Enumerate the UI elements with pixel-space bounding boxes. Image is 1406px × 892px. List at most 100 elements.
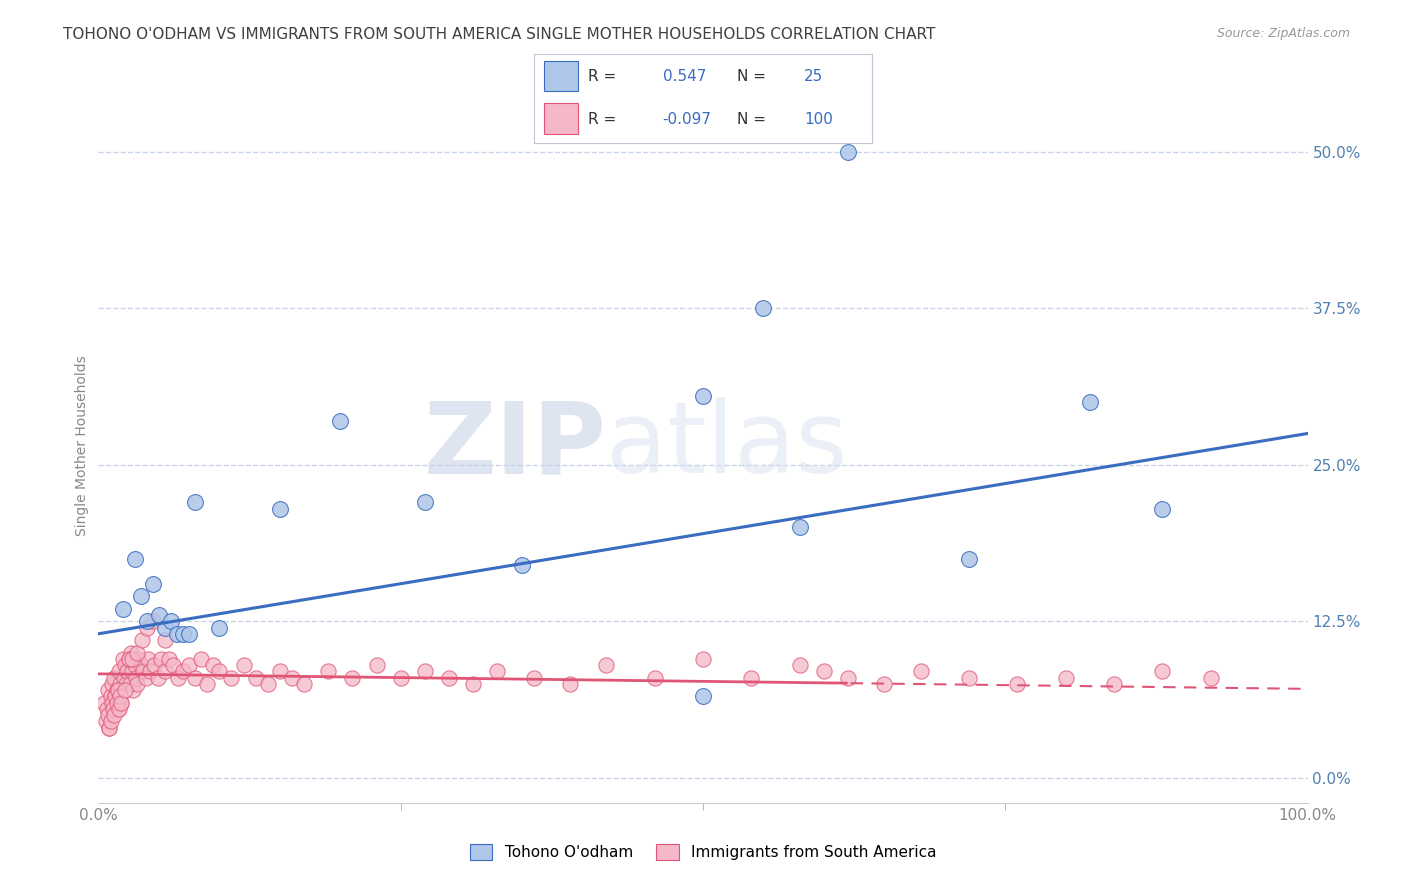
Point (115, 677, 138, 691)
Point (148, 607, 170, 622)
Point (172, 665, 194, 679)
Point (160, 614, 183, 628)
Point (389, 671, 412, 685)
Point (124, 551, 146, 566)
Point (100, 696, 122, 710)
Point (107, 683, 129, 698)
Point (101, 702, 124, 716)
Text: 0.547: 0.547 (662, 70, 706, 84)
Point (146, 671, 169, 685)
Point (121, 652, 143, 666)
Point (437, 671, 460, 685)
Point (413, 495, 436, 509)
Point (112, 671, 135, 685)
Point (127, 677, 149, 691)
Point (118, 677, 141, 691)
Point (1199, 671, 1222, 685)
Text: ZIP: ZIP (423, 398, 606, 494)
Point (463, 677, 485, 691)
Point (692, 652, 714, 666)
Point (97, 708, 120, 723)
Point (692, 690, 714, 704)
Point (108, 690, 131, 704)
Text: N =: N = (737, 70, 766, 84)
Point (142, 614, 165, 628)
Point (117, 665, 139, 679)
Text: R =: R = (588, 70, 616, 84)
Point (172, 627, 194, 641)
Text: -0.097: -0.097 (662, 112, 711, 127)
Point (486, 665, 509, 679)
Point (135, 621, 157, 635)
Point (105, 696, 128, 710)
Point (107, 702, 129, 716)
Point (111, 601, 134, 615)
Point (873, 677, 896, 691)
Point (1007, 677, 1029, 691)
Point (129, 658, 152, 673)
Point (813, 665, 835, 679)
Legend: Tohono O'odham, Immigrants from South America: Tohono O'odham, Immigrants from South Am… (464, 838, 942, 866)
Point (202, 658, 225, 673)
Point (136, 652, 159, 666)
Bar (544, 103, 578, 134)
Point (118, 652, 141, 666)
Point (94, 714, 117, 729)
Text: 100: 100 (804, 112, 834, 127)
Point (114, 683, 136, 698)
Point (110, 696, 132, 710)
Point (957, 671, 980, 685)
Point (108, 677, 131, 691)
Point (184, 495, 207, 509)
Point (100, 690, 122, 704)
Point (1152, 665, 1174, 679)
Point (129, 589, 152, 603)
Point (256, 677, 278, 691)
Point (127, 652, 149, 666)
Point (121, 665, 143, 679)
Text: TOHONO O'ODHAM VS IMMIGRANTS FROM SOUTH AMERICA SINGLE MOTHER HOUSEHOLDS CORRELA: TOHONO O'ODHAM VS IMMIGRANTS FROM SOUTH … (63, 27, 935, 42)
Point (281, 671, 304, 685)
Point (110, 696, 132, 710)
Point (329, 414, 352, 428)
Point (118, 652, 141, 666)
Point (166, 627, 188, 641)
Point (644, 671, 666, 685)
Point (93, 696, 115, 710)
Point (1152, 501, 1174, 516)
Point (837, 145, 859, 159)
Point (132, 665, 155, 679)
Point (558, 677, 581, 691)
Point (167, 671, 190, 685)
Point (510, 558, 533, 572)
Point (232, 658, 254, 673)
Point (179, 627, 201, 641)
Point (150, 652, 173, 666)
Point (692, 389, 714, 403)
Text: N =: N = (737, 112, 766, 127)
Point (103, 708, 125, 723)
Point (269, 665, 291, 679)
Point (342, 671, 364, 685)
Point (245, 671, 267, 685)
Point (208, 621, 231, 635)
Point (103, 671, 125, 685)
Point (96, 702, 118, 716)
Point (316, 665, 339, 679)
Point (131, 633, 153, 648)
Point (366, 658, 388, 673)
Point (157, 652, 180, 666)
Point (153, 633, 176, 648)
Point (153, 665, 176, 679)
Point (1078, 395, 1101, 409)
Point (523, 671, 546, 685)
Point (292, 677, 315, 691)
Text: R =: R = (588, 112, 616, 127)
Text: Source: ZipAtlas.com: Source: ZipAtlas.com (1216, 27, 1350, 40)
Point (104, 690, 127, 704)
Point (413, 665, 436, 679)
Bar (544, 61, 578, 91)
Point (740, 671, 762, 685)
Point (124, 658, 146, 673)
Point (595, 658, 617, 673)
